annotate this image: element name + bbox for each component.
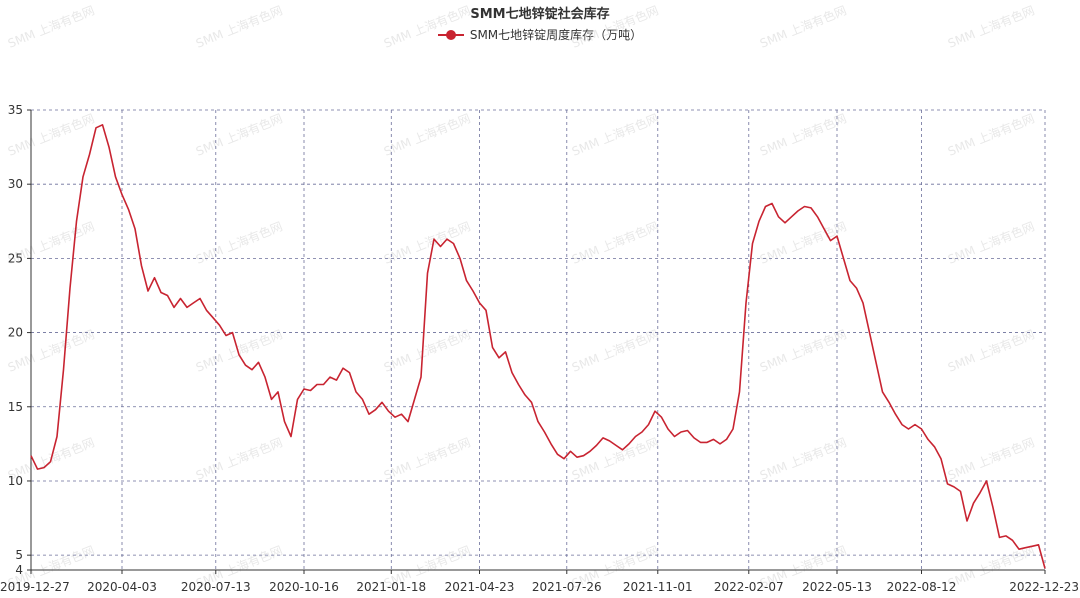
y-tick-label: 25 <box>8 251 23 265</box>
watermark-text: SMM 上海有色网 <box>758 110 849 158</box>
watermark-text: SMM 上海有色网 <box>194 326 285 374</box>
watermark-text: SMM 上海有色网 <box>382 2 473 50</box>
y-tick-label: 15 <box>8 400 23 414</box>
x-tick-label: 2022-08-12 <box>887 580 957 594</box>
x-tick-label: 2022-12-23 <box>1009 580 1079 594</box>
watermark-text: SMM 上海有色网 <box>758 2 849 50</box>
x-tick-label: 2021-11-01 <box>623 580 693 594</box>
watermark-text: SMM 上海有色网 <box>6 110 97 158</box>
watermark-text: SMM 上海有色网 <box>946 110 1037 158</box>
legend-label: SMM七地锌锭周度库存（万吨） <box>469 28 643 42</box>
watermark-text: SMM 上海有色网 <box>570 218 661 266</box>
watermark-text: SMM 上海有色网 <box>570 2 661 50</box>
watermark-text: SMM 上海有色网 <box>570 110 661 158</box>
watermark-text: SMM 上海有色网 <box>758 218 849 266</box>
watermark-text: SMM 上海有色网 <box>194 218 285 266</box>
x-tick-label: 2021-04-23 <box>445 580 515 594</box>
watermark-text: SMM 上海有色网 <box>194 110 285 158</box>
watermark-text: SMM 上海有色网 <box>382 434 473 482</box>
x-tick-label: 2020-07-13 <box>181 580 251 594</box>
watermark-text: SMM 上海有色网 <box>758 434 849 482</box>
watermark-text: SMM 上海有色网 <box>570 326 661 374</box>
x-tick-label: 2020-04-03 <box>87 580 157 594</box>
watermark-text: SMM 上海有色网 <box>382 110 473 158</box>
watermark-text: SMM 上海有色网 <box>570 434 661 482</box>
y-tick-label: 30 <box>8 177 23 191</box>
series-line <box>30 124 1046 569</box>
y-tick-label: 10 <box>8 474 23 488</box>
y-tick-label: 35 <box>8 103 23 117</box>
watermark-text: SMM 上海有色网 <box>382 218 473 266</box>
x-tick-label: 2022-05-13 <box>802 580 872 594</box>
watermark-text: SMM 上海有色网 <box>946 2 1037 50</box>
watermark-layer: SMM 上海有色网 SMM 上海有色网 SMM 上海有色网 SMM 上海有色网 SMM … <box>6 2 1037 590</box>
watermark-text: SMM 上海有色网 <box>382 326 473 374</box>
watermark-text: SMM 上海有色网 <box>946 434 1037 482</box>
y-tick-label: 4 <box>15 563 23 577</box>
watermark-text: SMM 上海有色网 <box>758 326 849 374</box>
watermark-text: SMM 上海有色网 <box>194 434 285 482</box>
legend-marker-icon <box>437 29 464 41</box>
chart-legend[interactable]: SMM七地锌锭周度库存（万吨） <box>0 26 1080 43</box>
watermark-text: SMM 上海有色网 <box>946 326 1037 374</box>
y-tick-label: 20 <box>8 326 23 340</box>
watermark-text: SMM 上海有色网 <box>6 2 97 50</box>
x-tick-label: 2022-02-07 <box>714 580 784 594</box>
watermark-text: SMM 上海有色网 <box>946 218 1037 266</box>
chart-title: SMM七地锌锭社会库存 <box>470 7 610 22</box>
x-tick-label: 2021-01-18 <box>356 580 426 594</box>
x-tick-label: 2019-12-27 <box>0 580 70 594</box>
x-tick-label: 2021-07-26 <box>532 580 602 594</box>
x-tick-label: 2020-10-16 <box>269 580 339 594</box>
y-tick-label: 5 <box>15 548 23 562</box>
watermark-text: SMM 上海有色网 <box>194 2 285 50</box>
